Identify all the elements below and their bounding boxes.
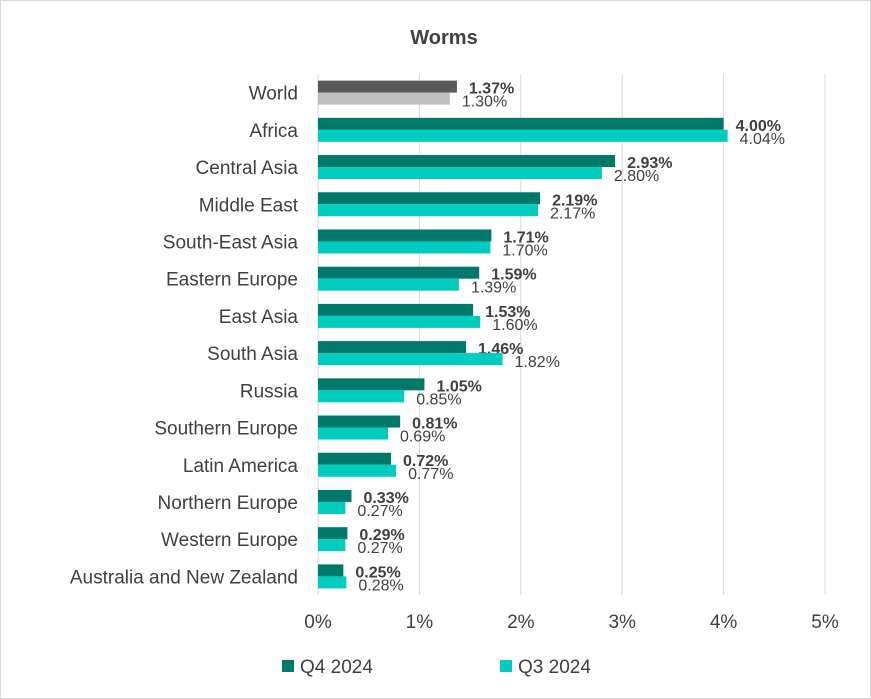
category-label: Southern Europe xyxy=(154,419,298,440)
category-label: South-East Asia xyxy=(163,232,299,253)
chart-title: Worms xyxy=(410,27,477,49)
bar-q3-2024 xyxy=(318,204,539,217)
bar-q4-2024 xyxy=(318,192,541,205)
bar-q3-2024 xyxy=(318,427,388,440)
bar-q4-2024 xyxy=(318,527,348,540)
category-label: Latin America xyxy=(183,456,299,477)
data-label-q4-2024: 0.25% xyxy=(355,564,400,581)
bar-q3-2024 xyxy=(318,353,503,366)
legend-swatch-q3-2024 xyxy=(500,660,512,672)
bar-q3-2024 xyxy=(318,278,459,291)
bar-q3-2024 xyxy=(318,92,450,105)
data-label-q4-2024: 2.93% xyxy=(627,155,672,172)
data-label-q3-2024: 1.70% xyxy=(502,242,547,259)
data-label-q3-2024: 1.82% xyxy=(515,354,560,371)
category-label: Africa xyxy=(249,121,298,142)
category-label: World xyxy=(249,84,298,105)
bar-q3-2024 xyxy=(318,315,481,328)
x-tick-label: 5% xyxy=(811,612,839,633)
bar-q3-2024 xyxy=(318,539,346,552)
bar-q4-2024 xyxy=(318,564,344,577)
legend-label-q4-2024: Q4 2024 xyxy=(300,657,373,678)
bar-q4-2024 xyxy=(318,341,467,354)
legend-label-q3-2024: Q3 2024 xyxy=(518,657,591,678)
bar-q4-2024 xyxy=(318,303,474,316)
data-label-q3-2024: 0.27% xyxy=(357,503,402,520)
data-label-q4-2024: 1.37% xyxy=(469,81,514,98)
category-label: South Asia xyxy=(207,344,298,365)
category-label: Western Europe xyxy=(161,530,298,551)
data-label-q3-2024: 1.39% xyxy=(471,280,516,297)
category-label: Australia and New Zealand xyxy=(70,567,298,588)
bar-q3-2024 xyxy=(318,390,405,403)
data-label-q3-2024: 1.60% xyxy=(492,317,537,334)
data-label-q3-2024: 0.28% xyxy=(358,577,403,594)
data-label-q4-2024: 1.71% xyxy=(503,229,548,246)
bar-q4-2024 xyxy=(318,80,457,93)
bar-q3-2024 xyxy=(318,464,397,477)
bar-q4-2024 xyxy=(318,117,724,130)
data-label-q3-2024: 0.27% xyxy=(357,540,402,557)
bar-q3-2024 xyxy=(318,129,728,142)
bar-q4-2024 xyxy=(318,415,401,428)
data-label-q4-2024: 1.53% xyxy=(485,304,530,321)
category-label: Eastern Europe xyxy=(166,270,298,291)
bar-q4-2024 xyxy=(318,266,480,279)
data-label-q4-2024: 2.19% xyxy=(552,192,597,209)
bar-q4-2024 xyxy=(318,489,352,502)
data-label-q4-2024: 0.33% xyxy=(363,490,408,507)
data-label-q4-2024: 1.05% xyxy=(436,378,481,395)
data-label-q3-2024: 0.77% xyxy=(408,466,453,483)
data-label-q3-2024: 0.85% xyxy=(416,391,461,408)
data-label-q4-2024: 1.59% xyxy=(491,267,536,284)
bar-q4-2024 xyxy=(318,378,425,391)
x-tick-label: 4% xyxy=(710,612,738,633)
category-label: Middle East xyxy=(199,195,299,216)
data-label-q4-2024: 0.29% xyxy=(359,527,404,544)
bar-q4-2024 xyxy=(318,229,492,242)
data-label-q3-2024: 2.80% xyxy=(614,168,659,185)
data-label-q3-2024: 0.69% xyxy=(400,429,445,446)
bar-q3-2024 xyxy=(318,501,346,514)
bar-q4-2024 xyxy=(318,452,392,465)
data-label-q4-2024: 4.00% xyxy=(736,118,781,135)
category-label: Northern Europe xyxy=(158,493,298,514)
category-label: Central Asia xyxy=(196,158,299,179)
category-label: Russia xyxy=(240,381,299,402)
data-label-q3-2024: 1.30% xyxy=(462,94,507,111)
data-label-q3-2024: 2.17% xyxy=(550,205,595,222)
x-tick-label: 1% xyxy=(406,612,434,633)
data-label-q4-2024: 0.72% xyxy=(403,453,448,470)
bar-q3-2024 xyxy=(318,241,491,254)
legend-swatch-q4-2024 xyxy=(282,660,294,672)
data-label-q3-2024: 4.04% xyxy=(740,131,785,148)
bar-q3-2024 xyxy=(318,167,602,180)
category-label: East Asia xyxy=(219,307,299,328)
data-label-q4-2024: 0.81% xyxy=(412,416,457,433)
x-tick-label: 2% xyxy=(507,612,535,633)
x-tick-label: 3% xyxy=(608,612,636,633)
bar-q4-2024 xyxy=(318,155,616,168)
x-tick-label: 0% xyxy=(304,612,332,633)
bar-q3-2024 xyxy=(318,576,347,589)
